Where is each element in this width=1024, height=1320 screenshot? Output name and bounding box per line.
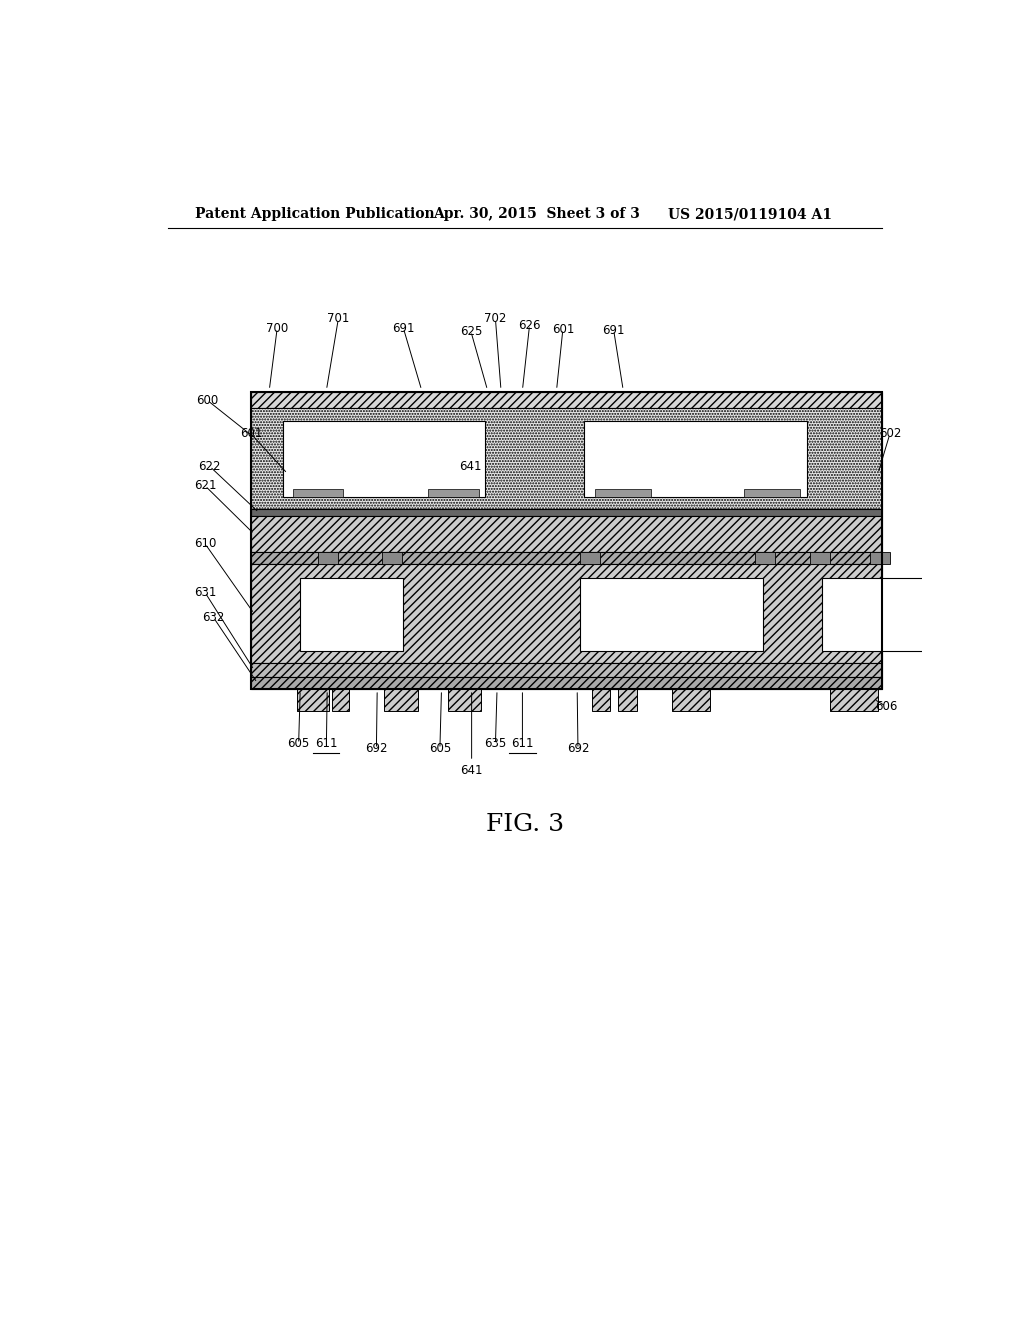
Bar [318, 552, 338, 564]
Text: 601: 601 [240, 428, 262, 441]
Bar [251, 677, 882, 689]
Bar [283, 421, 485, 496]
Bar [251, 564, 882, 663]
Text: FIG. 3: FIG. 3 [485, 813, 564, 836]
Bar [428, 488, 479, 496]
Text: US 2015/0119104 A1: US 2015/0119104 A1 [668, 207, 831, 222]
Text: 692: 692 [366, 742, 388, 755]
Bar [251, 392, 882, 689]
Bar [251, 408, 882, 510]
Bar [297, 689, 329, 711]
Text: 635: 635 [484, 738, 507, 750]
Text: 605: 605 [429, 742, 451, 755]
Text: 691: 691 [602, 323, 625, 337]
Text: 622: 622 [199, 459, 221, 473]
Text: Apr. 30, 2015  Sheet 3 of 3: Apr. 30, 2015 Sheet 3 of 3 [433, 207, 640, 222]
Bar [581, 578, 763, 651]
Bar [300, 578, 403, 651]
Bar [251, 516, 882, 552]
Text: Patent Application Publication: Patent Application Publication [196, 207, 435, 222]
Bar [382, 552, 401, 564]
Text: 602: 602 [879, 428, 901, 441]
Text: 632: 632 [203, 611, 225, 624]
Bar [251, 392, 882, 408]
Text: 611: 611 [511, 738, 534, 750]
Bar [617, 689, 638, 711]
Text: 611: 611 [315, 738, 338, 750]
Bar [447, 689, 481, 711]
Bar [744, 488, 800, 496]
Text: 691: 691 [392, 322, 415, 335]
Bar [755, 552, 775, 564]
Text: 702: 702 [484, 313, 507, 326]
Text: 610: 610 [194, 537, 216, 550]
Text: 606: 606 [874, 700, 897, 713]
Text: 692: 692 [566, 742, 589, 755]
Bar [581, 552, 600, 564]
Bar [332, 689, 349, 711]
Text: 701: 701 [327, 313, 349, 326]
Bar [830, 689, 878, 711]
Bar [870, 552, 890, 564]
Text: 631: 631 [194, 586, 216, 599]
Bar [822, 578, 945, 651]
Bar [293, 488, 343, 496]
Text: 601: 601 [552, 322, 574, 335]
Bar [595, 488, 651, 496]
Text: 641: 641 [460, 461, 482, 473]
Text: 641: 641 [461, 764, 483, 776]
Bar [251, 510, 882, 516]
Text: 625: 625 [460, 325, 482, 338]
Text: 626: 626 [518, 318, 541, 331]
Bar [811, 552, 830, 564]
Bar [672, 689, 710, 711]
Text: 605: 605 [288, 738, 309, 750]
Bar [251, 663, 882, 677]
Bar [592, 689, 609, 711]
Text: 621: 621 [194, 479, 216, 492]
Text: 700: 700 [266, 322, 289, 335]
Bar [251, 552, 882, 564]
Bar [585, 421, 807, 496]
Bar [384, 689, 418, 711]
Text: 600: 600 [197, 393, 218, 407]
